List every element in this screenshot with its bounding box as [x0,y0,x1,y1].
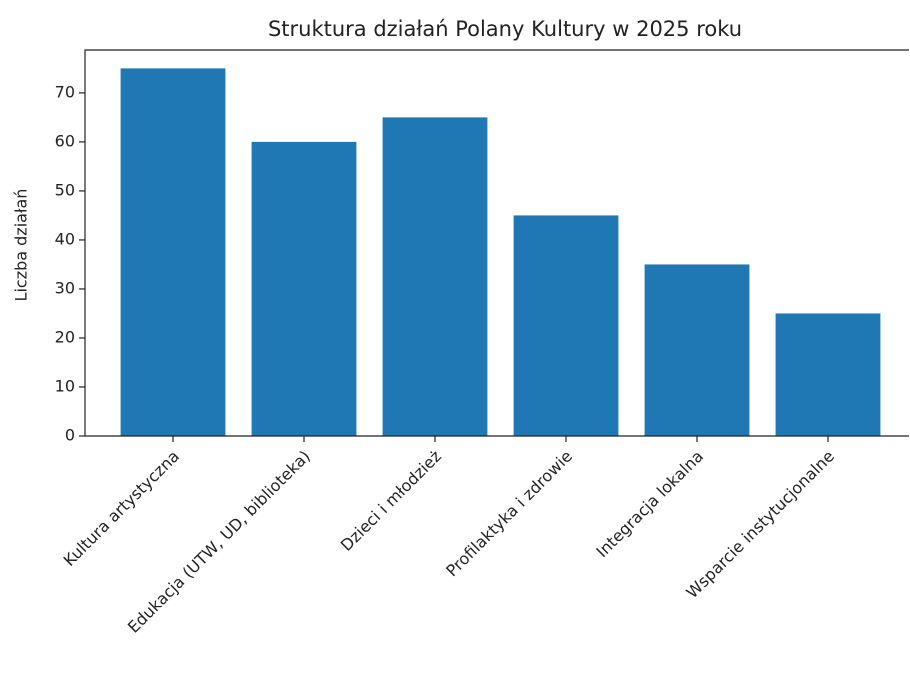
bar [382,117,488,437]
y-tick-label: 0 [65,426,75,445]
y-tick-label: 70 [55,82,75,101]
plot-frame [84,49,909,437]
y-tick-label: 50 [55,180,75,199]
bar [775,313,881,436]
x-tick-label: Kultura artystyczna [60,447,183,570]
y-tick-label: 60 [55,131,75,150]
chart-title: Struktura działań Polany Kultury w 2025 … [268,17,742,41]
x-tick-label: Dzieci i młodzież [337,447,445,555]
y-tick-label: 10 [55,376,75,395]
bar [513,215,619,436]
x-tick-label: Wsparcie instytucjonalne [682,447,838,603]
bar [120,68,226,436]
x-tick-label: Profilaktyka i zdrowie [442,447,576,581]
x-tick-label: Integracja lokalna [592,447,707,562]
bar [644,264,750,436]
y-tick-label: 40 [55,229,75,248]
y-tick-label: 30 [55,278,75,297]
y-axis-label: Liczba działań [12,189,31,302]
bar [251,141,357,436]
y-tick-label: 20 [55,327,75,346]
